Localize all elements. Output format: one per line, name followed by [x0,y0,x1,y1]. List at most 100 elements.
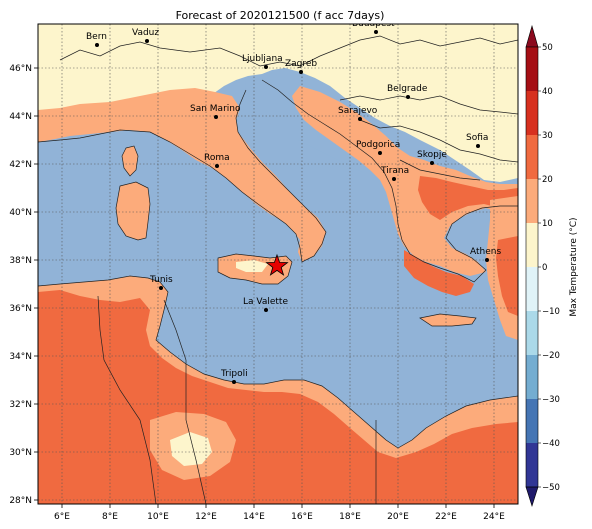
colorbar-tick-m10: −10 [542,307,560,317]
colorbar-tick-40: 40 [542,87,553,97]
map-area: Bern Vaduz Budapest Ljubljana Zagreb Bel… [38,19,518,504]
y-tick-40n: 40°N [9,208,32,218]
colorbar-top-arrow [525,24,539,48]
x-tick-18e: 18°E [339,512,361,522]
island-corsica [122,146,138,176]
colorbar-tick-10: 10 [542,219,553,229]
colorbar-band-0-m10 [526,267,538,311]
colorbar-tick-20: 20 [542,175,553,185]
colorbar-band-m30-m40 [526,399,538,443]
colorbar: 50 40 30 20 10 0 −10 −20 −30 −40 −50 Max… [525,24,579,507]
colorbar-ticks [538,46,541,488]
city-tunis: Tunis [149,275,173,290]
x-tick-20e: 20°E [387,512,409,522]
city-label-tirana: Tirana [380,166,409,176]
city-label-belgrade: Belgrade [387,84,428,94]
city-label-podgorica: Podgorica [356,140,400,150]
colorbar-band-30-20 [526,135,538,179]
land-hot-west [38,326,84,372]
colorbar-tick-m30: −30 [542,395,560,405]
city-san-marino: San Marino [190,104,241,119]
city-label-sofia: Sofia [466,133,488,143]
city-markers: Bern Vaduz Budapest Ljubljana Zagreb Bel… [86,19,501,384]
axis-ticks [34,67,495,508]
colorbar-tick-m20: −20 [542,351,560,361]
island-sardinia [116,182,150,240]
colorbar-tick-30: 30 [542,131,553,141]
land-hot-peloponnese [404,250,474,296]
map-frame [37,23,519,505]
colorbar-tick-0: 0 [542,263,547,273]
city-podgorica: Podgorica [356,140,400,155]
x-tick-14e: 14°E [243,512,265,522]
colorbar-tick-m50: −50 [542,483,560,493]
city-tripoli: Tripoli [220,369,248,384]
land-warm-italy-balkans [38,88,326,262]
colorbar-band-50-40 [526,47,538,91]
city-label-tunis: Tunis [149,275,173,285]
x-tick-16e: 16°E [291,512,313,522]
city-ljubljana: Ljubljana [242,54,283,69]
land-turkey-hot [496,236,518,316]
sicily-mild-patch [236,260,268,272]
colorbar-band-20-10 [526,179,538,223]
city-label-vaduz: Vaduz [132,28,159,38]
city-label-roma: Roma [204,153,230,163]
y-tick-32n: 32°N [9,400,32,410]
city-skopje: Skopje [417,150,447,165]
y-tick-46n: 46°N [9,64,32,74]
island-crete [420,314,476,326]
city-label-zagreb: Zagreb [285,59,317,69]
x-tick-6e: 6°E [54,512,70,522]
x-tick-labels: 6°E 8°E 10°E 12°E 14°E 16°E 18°E 20°E 22… [54,512,505,522]
city-belgrade: Belgrade [387,84,428,99]
map-title: Forecast of 2020121500 (f acc 7days) [176,9,385,22]
y-tick-labels: 46°N 44°N 42°N 40°N 38°N 36°N 34°N 32°N … [9,64,32,506]
land-mild-patch-libya [170,432,212,466]
city-label-skopje: Skopje [417,150,447,160]
colorbar-band-m40-m50 [526,443,538,487]
city-label-la-valette: La Valette [243,297,288,307]
x-tick-24e: 24°E [483,512,505,522]
city-athens: Athens [470,247,501,262]
x-tick-10e: 10°E [147,512,169,522]
y-tick-38n: 38°N [9,256,32,266]
city-sarajevo: Sarajevo [338,106,378,121]
city-label-budapest: Budapest [352,19,395,29]
colorbar-tick-50: 50 [542,43,553,53]
city-roma: Roma [204,153,230,168]
city-la-valette: La Valette [243,297,288,312]
city-vaduz: Vaduz [132,28,159,43]
land-warm-balkan-coast [292,86,518,276]
city-label-sarajevo: Sarajevo [338,106,378,116]
city-budapest: Budapest [352,19,395,34]
city-zagreb: Zagreb [285,59,317,74]
colorbar-band-m20-m30 [526,355,538,399]
y-tick-34n: 34°N [9,352,32,362]
colorbar-tick-m40: −40 [542,439,560,449]
coastlines-borders [38,35,518,504]
city-label-san-marino: San Marino [190,104,241,114]
city-sofia: Sofia [466,133,488,148]
city-tirana: Tirana [380,166,409,181]
x-tick-12e: 12°E [195,512,217,522]
x-tick-22e: 22°E [435,512,457,522]
gridlines [38,24,518,504]
y-tick-28n: 28°N [9,496,32,506]
city-label-bern: Bern [86,32,107,42]
city-label-ljubljana: Ljubljana [242,54,283,64]
colorbar-band-10-0 [526,223,538,267]
colorbar-label: Max Temperature (°C) [569,217,579,316]
city-label-athens: Athens [470,247,501,257]
colorbar-tick-labels: 50 40 30 20 10 0 −10 −20 −30 −40 −50 [542,43,560,493]
colorbar-band-40-30 [526,91,538,135]
y-tick-30n: 30°N [9,448,32,458]
land-hot-balkan-south [418,176,518,220]
colorbar-band-m10-m20 [526,311,538,355]
city-bern: Bern [86,32,107,47]
y-tick-44n: 44°N [9,112,32,122]
x-tick-8e: 8°E [102,512,118,522]
city-label-tripoli: Tripoli [220,369,248,379]
colorbar-bottom-arrow [525,486,539,507]
